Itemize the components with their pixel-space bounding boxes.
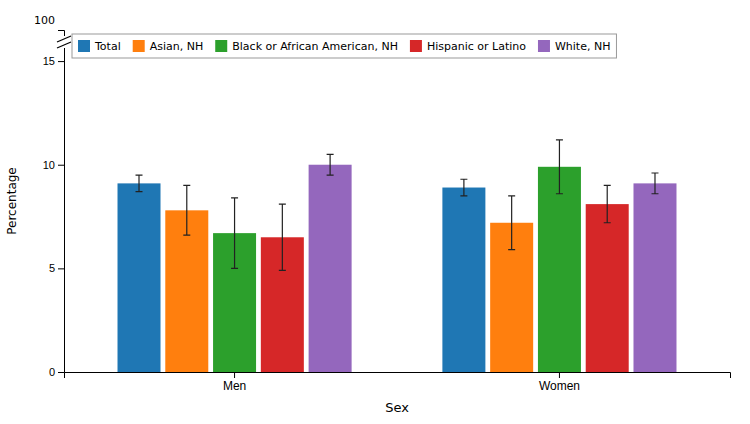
tick-label: Women	[539, 379, 580, 393]
legend-swatch	[215, 40, 227, 52]
y-axis-title: Percentage	[5, 167, 19, 235]
bar	[118, 183, 161, 372]
tick-label: 5	[49, 262, 55, 274]
legend-label: White, NH	[555, 40, 610, 53]
tick-mark	[559, 372, 560, 378]
error-bar	[327, 154, 334, 175]
legend-label: Black or African American, NH	[232, 40, 398, 53]
x-axis-title: Sex	[385, 400, 409, 415]
axis-break-slash	[57, 36, 71, 42]
legend-label: Total	[94, 40, 121, 53]
legend-swatch	[78, 40, 90, 52]
tick: Men	[223, 372, 246, 393]
error-bar	[136, 175, 143, 192]
legend-item: Total	[78, 40, 121, 53]
legend-label: Asian, NH	[150, 40, 204, 53]
tick: 15	[43, 55, 64, 67]
bar	[442, 188, 485, 372]
legend-swatch	[410, 40, 422, 52]
tick: 10	[43, 159, 64, 171]
bar	[586, 204, 629, 372]
error-bar	[651, 173, 658, 194]
legend-item: White, NH	[538, 40, 610, 53]
x-axis: Men Women	[65, 372, 731, 393]
axis-break	[56, 36, 72, 48]
error-bar	[556, 140, 563, 194]
tick: Women	[539, 372, 580, 393]
axis-break-slash	[57, 42, 71, 48]
error-bar	[604, 185, 611, 222]
tick-mark	[58, 61, 64, 62]
tick-mark	[58, 372, 64, 373]
tick-label: 0	[49, 366, 55, 378]
annotation: 100	[34, 14, 55, 27]
axis-line	[58, 31, 65, 373]
legend-swatch	[538, 40, 550, 52]
axis-line	[65, 373, 731, 379]
axis-break-mask	[56, 36, 72, 48]
legend-item: Hispanic or Latino	[410, 40, 526, 53]
error-bar	[183, 185, 190, 235]
tick-label: 15	[43, 55, 55, 67]
tick-mark	[234, 372, 235, 378]
error-bar	[279, 204, 286, 270]
y-axis: 0 5 10 15	[43, 31, 65, 379]
bars	[118, 140, 677, 372]
legend-frame	[72, 34, 616, 58]
tick: 0	[49, 366, 64, 378]
legend-item: Black or African American, NH	[215, 40, 398, 53]
error-bar	[508, 196, 515, 250]
error-bar	[460, 179, 467, 196]
bar	[633, 183, 676, 372]
series	[213, 140, 581, 372]
tick-mark	[58, 268, 64, 269]
series	[118, 175, 486, 372]
error-bar	[231, 198, 238, 268]
tick: 5	[49, 262, 64, 274]
bar	[538, 167, 581, 372]
chart: 0 5 10 15 Men Women 100 Total Asian, NH Black or …	[0, 0, 750, 424]
tick-label: 10	[43, 159, 55, 171]
series	[309, 154, 677, 372]
tick-label: Men	[223, 379, 246, 393]
legend-label: Hispanic or Latino	[427, 40, 526, 53]
legend-swatch	[133, 40, 145, 52]
bar	[309, 165, 352, 372]
plot: 0 5 10 15 Men Women 100 Total Asian, NH Black or …	[34, 14, 731, 393]
legend: Total Asian, NH Black or African American,…	[72, 34, 616, 58]
tick-mark	[58, 165, 64, 166]
legend-item: Asian, NH	[133, 40, 204, 53]
